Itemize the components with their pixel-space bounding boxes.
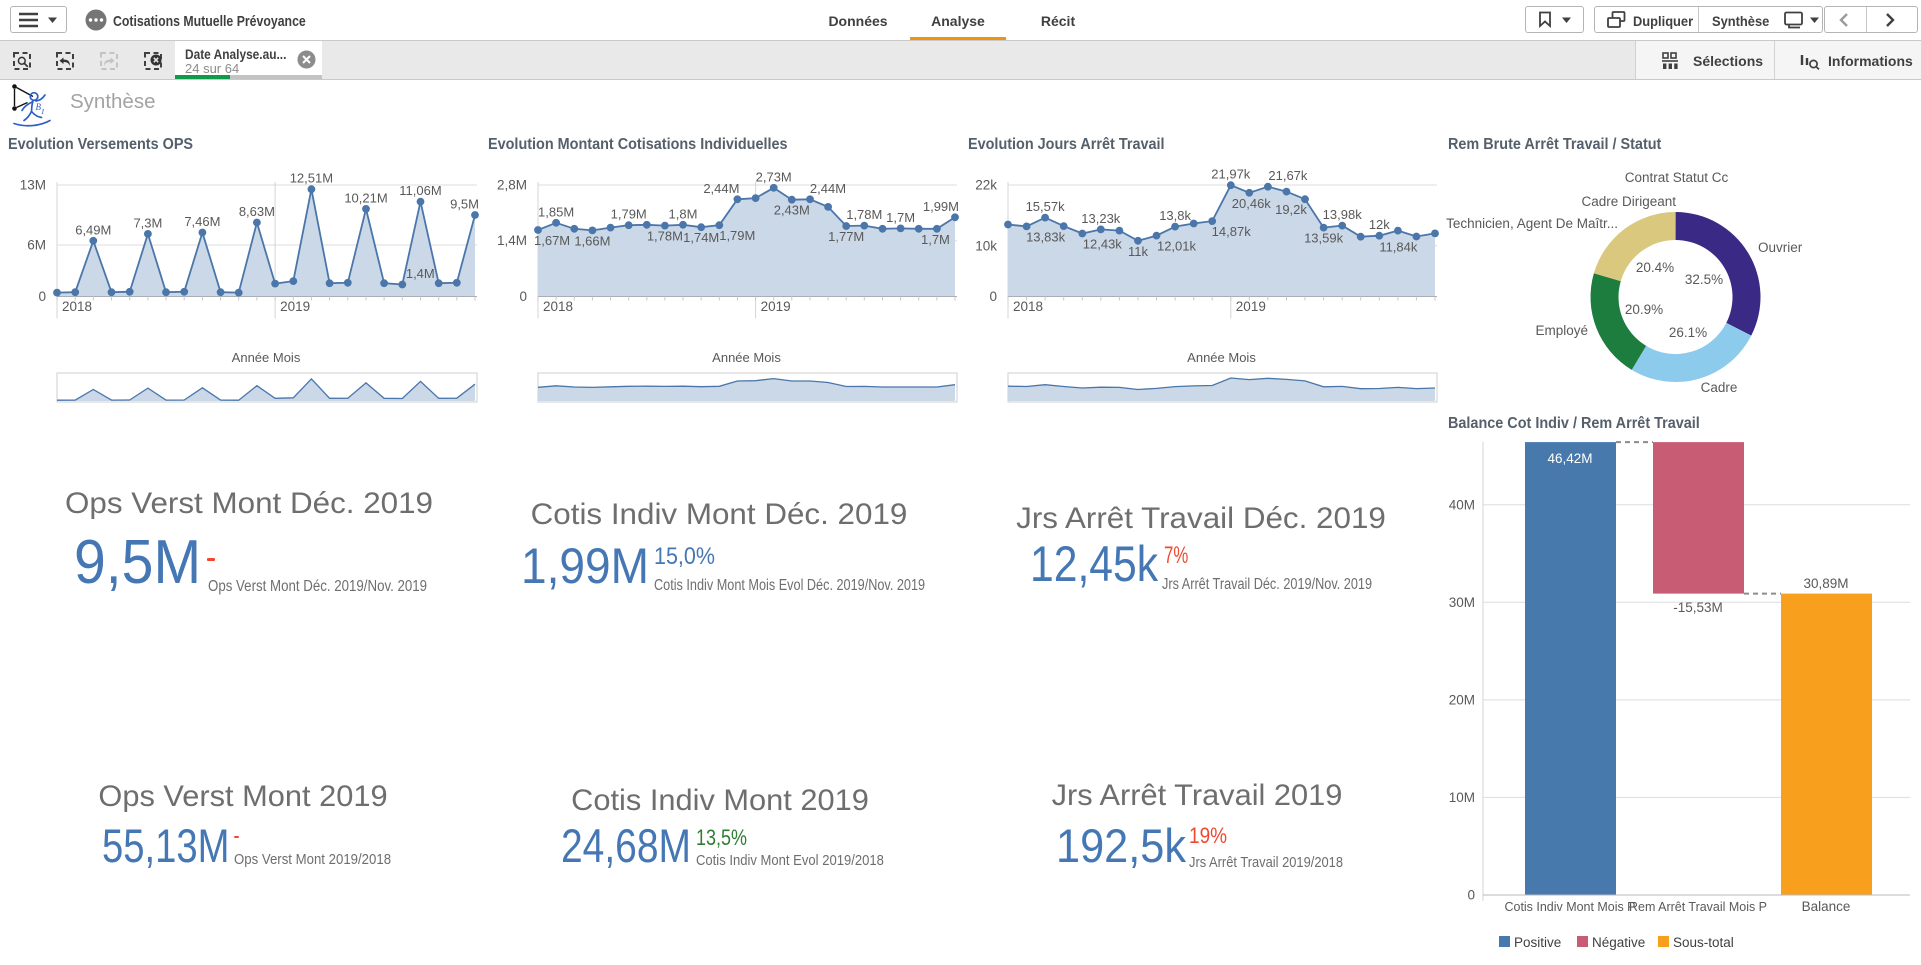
svg-text:14,87k: 14,87k [1212,224,1252,239]
svg-text:2019: 2019 [1236,299,1266,314]
svg-text:12k: 12k [1369,217,1390,232]
svg-text:13M: 13M [20,178,46,193]
svg-text:1,67M: 1,67M [534,233,570,248]
svg-text:Ouvrier: Ouvrier [1758,240,1803,255]
svg-text:Contrat Statut Cc: Contrat Statut Cc [1625,170,1729,185]
svg-text:20.4%: 20.4% [1636,260,1674,275]
svg-text:30,89M: 30,89M [1803,576,1848,591]
svg-text:7,3M: 7,3M [133,215,162,230]
svg-text:8,63M: 8,63M [239,204,275,219]
svg-text:10k: 10k [975,238,997,253]
svg-text:0: 0 [519,289,527,304]
svg-text:Sous-total: Sous-total [1673,935,1734,950]
svg-text:13,59k: 13,59k [1304,231,1344,246]
svg-text:12,01k: 12,01k [1157,239,1197,254]
svg-text:Année Mois: Année Mois [232,350,301,365]
svg-text:32.5%: 32.5% [1685,272,1723,287]
svg-text:19,2k: 19,2k [1275,202,1307,217]
svg-text:13,23k: 13,23k [1081,211,1121,226]
svg-text:10M: 10M [1449,790,1475,805]
svg-text:1,4M: 1,4M [497,233,527,248]
svg-text:Technicien, Agent De Maîtr...: Technicien, Agent De Maîtr... [1446,216,1618,231]
svg-text:13,83k: 13,83k [1026,229,1066,244]
svg-text:1,99M: 1,99M [923,199,959,214]
svg-text:6,49M: 6,49M [75,222,111,237]
svg-text:20M: 20M [1449,692,1475,707]
svg-text:2,44M: 2,44M [703,181,739,196]
svg-text:46,42M: 46,42M [1547,451,1592,466]
svg-text:22k: 22k [975,178,997,193]
svg-text:0: 0 [38,289,46,304]
svg-text:1,7M: 1,7M [921,232,950,247]
svg-text:12,51M: 12,51M [290,171,333,186]
svg-text:1,4M: 1,4M [406,266,435,281]
svg-text:13,98k: 13,98k [1323,207,1363,222]
svg-text:-15,53M: -15,53M [1673,600,1723,615]
svg-text:Employé: Employé [1535,323,1588,338]
svg-text:2018: 2018 [543,299,573,314]
svg-text:7,46M: 7,46M [184,214,220,229]
svg-text:11,06M: 11,06M [399,183,441,198]
svg-text:1,79M: 1,79M [611,207,647,222]
svg-text:Balance: Balance [1802,899,1851,914]
svg-text:13,8k: 13,8k [1159,208,1191,223]
svg-text:1,78M: 1,78M [846,207,882,222]
svg-text:6M: 6M [27,238,46,253]
svg-text:I: I [41,107,45,116]
svg-text:Cotis Indiv Mont Mois P: Cotis Indiv Mont Mois P [1505,899,1636,914]
svg-text:1,79M: 1,79M [719,228,755,243]
svg-text:1,8M: 1,8M [669,206,698,221]
svg-text:Cadre Dirigeant: Cadre Dirigeant [1581,194,1676,209]
svg-text:10,21M: 10,21M [344,190,387,205]
svg-text:11,84k: 11,84k [1379,240,1418,255]
svg-text:2,43M: 2,43M [774,203,810,218]
svg-text:2018: 2018 [1013,299,1043,314]
svg-text:21,67k: 21,67k [1268,168,1308,183]
svg-text:30M: 30M [1449,595,1475,610]
svg-text:1,78M: 1,78M [647,229,683,244]
svg-text:2019: 2019 [761,299,791,314]
svg-text:1,77M: 1,77M [828,229,864,244]
svg-text:Rem Arrêt Travail Mois P: Rem Arrêt Travail Mois P [1629,899,1767,914]
svg-text:9,5M: 9,5M [450,197,479,212]
svg-text:2,73M: 2,73M [756,169,792,184]
svg-text:1,85M: 1,85M [538,204,574,219]
svg-text:Année Mois: Année Mois [1187,350,1256,365]
svg-text:B: B [36,102,42,112]
svg-text:15,57k: 15,57k [1026,199,1066,214]
svg-text:21,97k: 21,97k [1211,167,1251,182]
svg-text:Négative: Négative [1592,935,1645,950]
svg-text:1,7M: 1,7M [886,210,915,225]
svg-text:20,46k: 20,46k [1232,196,1272,211]
svg-text:Année Mois: Année Mois [712,350,781,365]
svg-text:11k: 11k [1128,244,1148,259]
svg-text:0: 0 [1467,888,1475,903]
svg-text:20.9%: 20.9% [1625,302,1663,317]
svg-text:2,8M: 2,8M [497,178,527,193]
svg-text:2019: 2019 [280,299,310,314]
svg-text:2,44M: 2,44M [810,181,846,196]
svg-text:1,66M: 1,66M [574,233,610,248]
svg-text:Positive: Positive [1514,935,1561,950]
svg-text:12,43k: 12,43k [1083,237,1123,252]
svg-text:26.1%: 26.1% [1669,325,1707,340]
svg-text:2018: 2018 [62,299,92,314]
svg-text:0: 0 [989,289,997,304]
svg-text:40M: 40M [1449,497,1475,512]
svg-text:Cadre: Cadre [1701,380,1738,395]
svg-text:1,74M: 1,74M [683,230,719,245]
